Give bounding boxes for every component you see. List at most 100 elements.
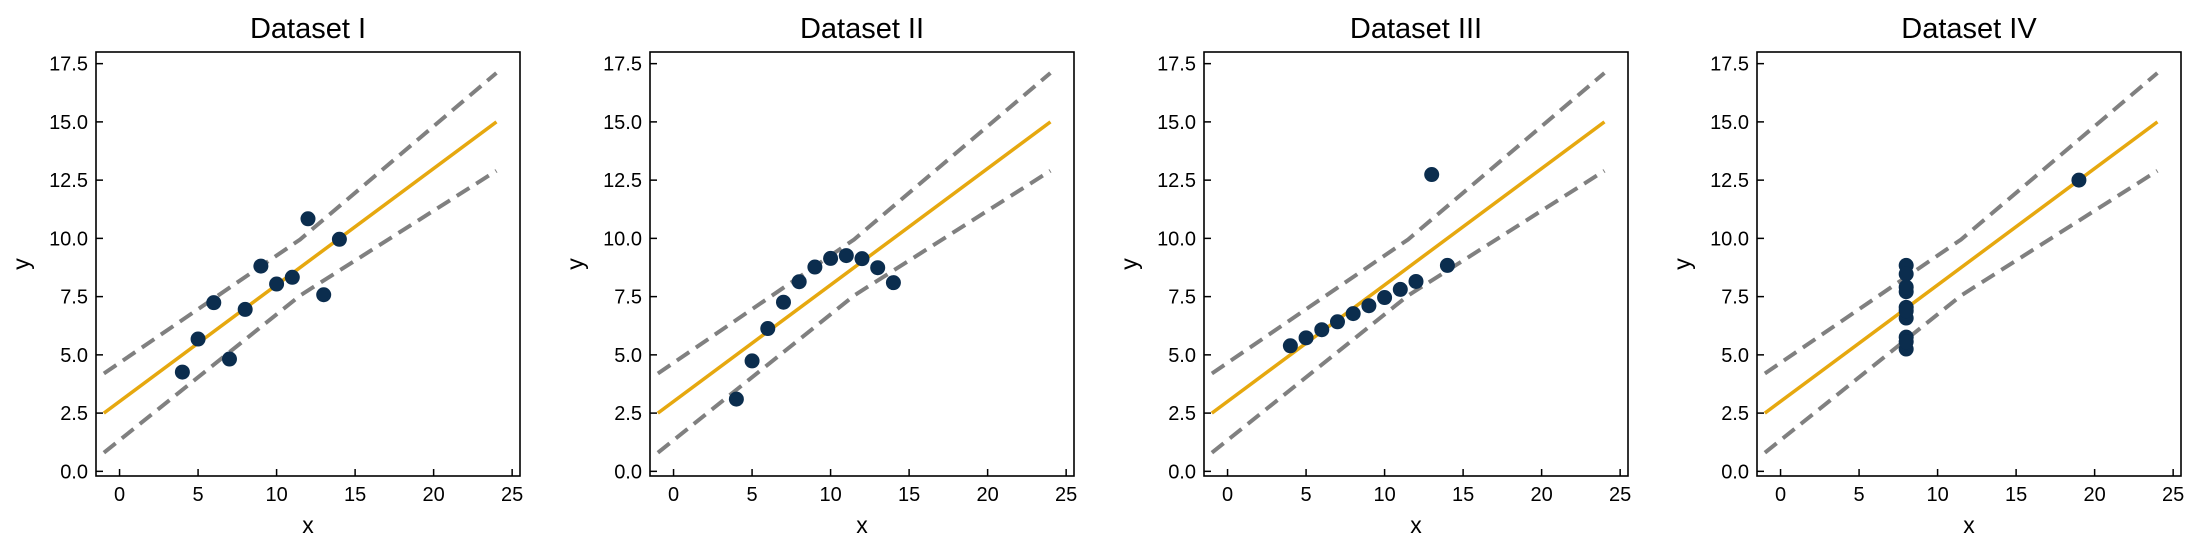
y-tick-label: 10.0 [1157, 228, 1196, 250]
y-tick-label: 2.5 [1168, 403, 1196, 425]
data-point [1361, 298, 1377, 314]
x-tick-label: 20 [423, 484, 445, 506]
plot-area [656, 71, 1052, 455]
data-point [1898, 279, 1914, 295]
y-tick-label: 0.0 [614, 461, 642, 483]
x-tick-label: 0 [1222, 484, 1233, 506]
y-tick-label: 7.5 [1721, 287, 1749, 309]
x-tick-label: 5 [193, 484, 204, 506]
x-tick-label: 5 [1301, 484, 1312, 506]
chart-panel-3: Dataset III x y 0 5 10 15 20 25 0.0 2.5 5.0 7.5 10.0 1… [1116, 13, 1631, 538]
x-tick-label: 5 [1854, 484, 1865, 506]
axes-frame [1203, 51, 1629, 477]
data-point [237, 301, 253, 317]
data-point [1439, 257, 1455, 273]
x-tick-label: 0 [1775, 484, 1786, 506]
y-tick-label: 12.5 [1157, 170, 1196, 192]
data-point [331, 231, 347, 247]
y-axis-label: y [1669, 258, 1695, 270]
data-point [775, 294, 791, 310]
data-point [838, 248, 854, 264]
data-point [1898, 334, 1914, 350]
x-tick-label: 10 [1926, 484, 1948, 506]
x-tick-label: 10 [265, 484, 287, 506]
x-tick-label: 5 [747, 484, 758, 506]
y-tick-label: 10.0 [603, 228, 642, 250]
y-tick-label: 15.0 [1157, 112, 1196, 134]
x-tick-label: 0 [114, 484, 125, 506]
y-tick-label: 2.5 [1721, 403, 1749, 425]
data-point [1298, 330, 1314, 346]
chart-title: Dataset I [250, 13, 366, 45]
y-tick-label: 10.0 [49, 228, 88, 250]
y-tick-label: 15.0 [1710, 112, 1749, 134]
x-tick-label: 0 [668, 484, 679, 506]
chart-title: Dataset III [1350, 13, 1482, 45]
y-tick-label: 15.0 [603, 112, 642, 134]
data-point [760, 321, 776, 337]
axes-frame [649, 51, 1075, 477]
data-point [190, 331, 206, 347]
x-tick-label: 15 [344, 484, 366, 506]
x-tick-label: 25 [501, 484, 523, 506]
x-tick-label: 15 [898, 484, 920, 506]
upper-prediction-band [656, 71, 1052, 376]
y-tick-label: 12.5 [603, 170, 642, 192]
data-point [1377, 290, 1393, 306]
data-point [1898, 303, 1914, 319]
plot-area [1763, 71, 2159, 455]
y-tick-label: 17.5 [49, 54, 88, 76]
data-point [2071, 172, 2087, 188]
y-tick-label: 15.0 [49, 112, 88, 134]
regression-line [1763, 120, 2159, 415]
data-point [300, 211, 316, 227]
axes-frame [95, 51, 521, 477]
data-point [1408, 273, 1424, 289]
upper-prediction-band [1210, 71, 1606, 376]
y-tick-label: 10.0 [1710, 228, 1749, 250]
data-point [1424, 167, 1440, 183]
chart-title: Dataset IV [1901, 13, 2037, 45]
data-point [174, 364, 190, 380]
y-axis-label: y [1116, 258, 1142, 270]
lower-prediction-band [1210, 169, 1606, 455]
data-point [823, 250, 839, 266]
y-tick-label: 0.0 [1721, 461, 1749, 483]
data-point [870, 260, 886, 276]
x-tick-label: 15 [2005, 484, 2027, 506]
data-point [1314, 322, 1330, 338]
regression-line [102, 120, 498, 415]
data-point [1898, 266, 1914, 282]
y-tick-label: 5.0 [614, 345, 642, 367]
regression-line [1210, 120, 1606, 415]
x-tick-label: 20 [977, 484, 999, 506]
y-tick-label: 12.5 [49, 170, 88, 192]
data-point [1282, 338, 1298, 354]
data-point [253, 258, 269, 274]
data-point [269, 276, 285, 292]
lower-prediction-band [102, 169, 498, 455]
upper-prediction-band [102, 71, 498, 376]
x-tick-label: 25 [1055, 484, 1077, 506]
y-tick-label: 0.0 [1168, 461, 1196, 483]
chart-panel-2: Dataset II x y 0 5 10 15 20 25 0.0 2.5 5.0 7.5 10.0 12… [562, 13, 1077, 538]
data-point [807, 259, 823, 275]
x-tick-label: 20 [1531, 484, 1553, 506]
upper-prediction-band [1763, 71, 2159, 376]
y-tick-label: 5.0 [1721, 345, 1749, 367]
x-axis-label: x [302, 512, 314, 538]
chart-panel-4: Dataset IV x y 0 5 10 15 20 25 0.0 2.5 5.0 7.5 10.0 12… [1669, 13, 2184, 538]
y-tick-label: 7.5 [1168, 287, 1196, 309]
y-tick-label: 2.5 [60, 403, 88, 425]
y-axis-label: y [8, 258, 34, 270]
lower-prediction-band [1763, 169, 2159, 455]
y-tick-label: 17.5 [1157, 54, 1196, 76]
chart-title: Dataset II [800, 13, 924, 45]
y-tick-label: 7.5 [60, 287, 88, 309]
y-tick-label: 5.0 [1168, 345, 1196, 367]
x-tick-label: 25 [1609, 484, 1631, 506]
regression-line [656, 120, 1052, 415]
y-tick-label: 17.5 [1710, 54, 1749, 76]
x-tick-label: 20 [2084, 484, 2106, 506]
